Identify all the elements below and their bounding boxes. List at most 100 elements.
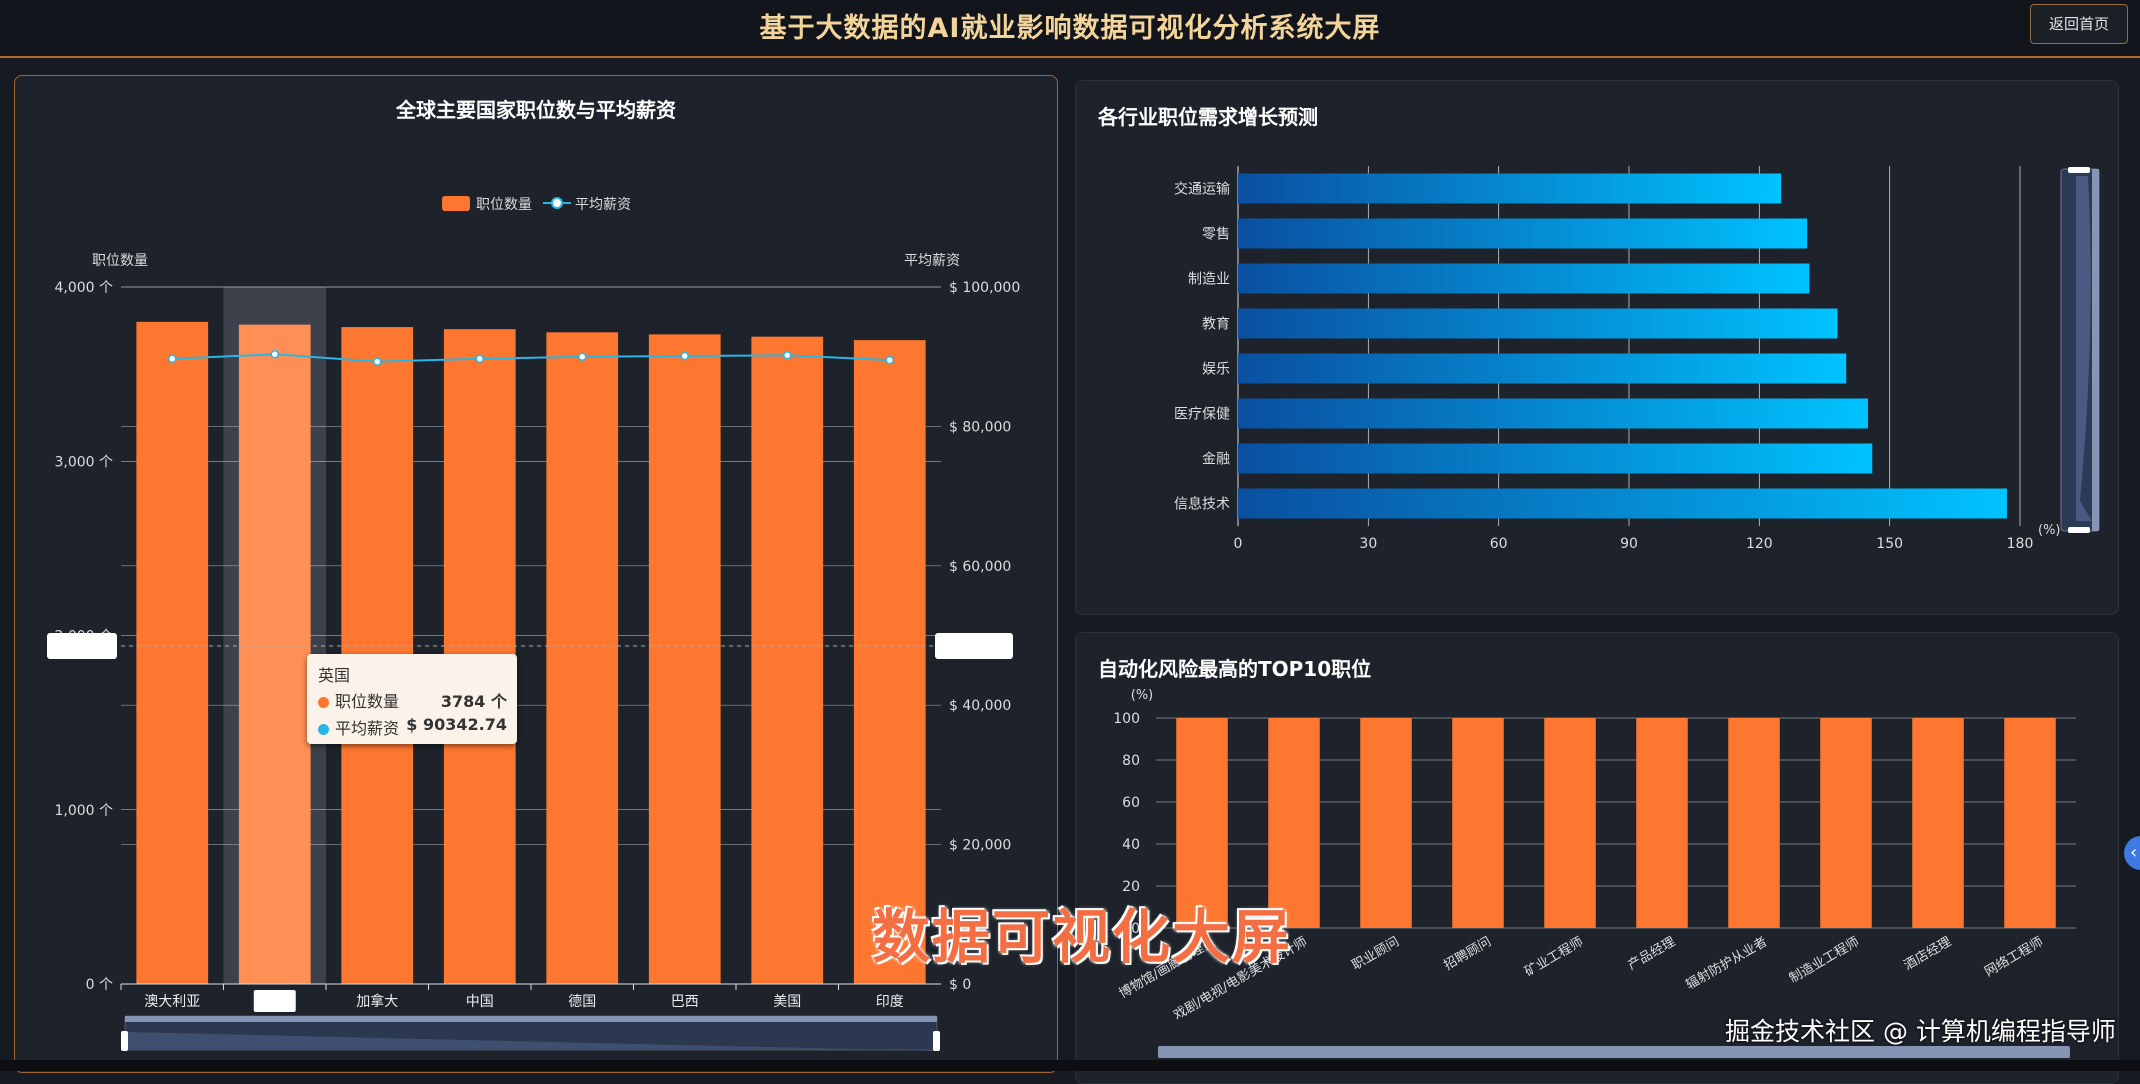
back-home-button[interactable]: 返回首页 [2030,4,2128,44]
y-tick-label: 信息技术 [1174,496,1230,513]
bar-growth [1238,353,1847,384]
y2-axis-name: 平均薪资 [904,253,960,269]
tooltip-row-salary: 平均薪资 $ 90342.74 [318,715,507,738]
x-label-redacted [253,990,296,1012]
y2-tick-label: $ 40,000 [949,698,1011,714]
y2-tick-label: $ 80,000 [949,419,1011,435]
tooltip-salary-label: 平均薪资 [335,719,400,738]
bar-growth [1238,488,2007,519]
unit-label: (%) [2038,523,2061,538]
zoom-slider-bar [125,1016,937,1022]
y-tick-label: 制造业 [1188,272,1230,288]
legend-jobs-swatch [442,196,470,211]
h-slider-bar [1158,1046,2070,1058]
bar-jobs [751,336,824,984]
y-tick-label: 3,000 个 [54,454,113,470]
y-tick-label: 40 [1122,837,1140,853]
salary-point [885,355,894,365]
crosshair-y2-label [935,633,1013,659]
tooltip-jobs-value: 3784 个 [440,692,507,711]
bar-growth [1238,443,1873,474]
salary-point [373,357,382,366]
salary-point [783,351,792,360]
v-handle-top [2068,167,2090,173]
bar-risk [1360,718,1412,928]
x-tick-label: 0 [1234,536,1243,552]
bar-jobs [648,334,721,984]
bar-growth [1238,263,1810,294]
y-tick-label: 零售 [1202,227,1230,243]
salary-point [680,351,689,361]
bar-risk [1544,718,1596,928]
y2-tick-label: $ 0 [949,977,971,993]
risk-chart-panel: 自动化风险最高的TOP10职位 (%) 0 20 40 60 80 100 博物馆/画廊管理员… [1075,632,2119,1084]
x-tick-label: 酒店经理 [1901,934,1954,973]
page-title: 基于大数据的AI就业影响数据可视化分析系统大屏 [759,13,1381,44]
tooltip-salary-dot [318,724,329,735]
tooltip-salary-value: $ 90342.74 [406,715,507,734]
bottom-strip [0,1060,2140,1071]
salary-point [168,354,177,364]
zoom-handle-right [933,1031,940,1051]
growth-chart-svg: 0 30 60 90 120 150 180 (%) 交通运输零售制造业教育娱乐医疗保健金融信息… [1174,166,2100,552]
legend-salary-label: 平均薪资 [575,197,631,213]
y-tick-label: 医疗保健 [1174,407,1230,423]
bar-jobs [853,340,926,984]
bar-jobs [546,332,619,984]
x-tick-label: 职业顾问 [1349,934,1402,973]
growth-chart-panel: 各行业职位需求增长预测 0 30 60 90 120 150 180 (%) 交通运输零售制造业… [1075,80,2119,615]
x-tick-label: 150 [1876,536,1903,552]
tooltip-row-jobs: 职位数量 3784 个 [318,688,507,711]
watermark-text: 掘金技术社区 @ 计算机编程指导师 [1725,1017,2116,1046]
tooltip-jobs-label: 职位数量 [335,692,400,711]
country-chart-panel: 全球主要国家职位数与平均薪资 职位数量 平均薪资 职位数量 平均薪资 0 个 1,000 … [14,75,1058,1073]
x-tick-label: 30 [1359,536,1377,552]
x-tick-label: 德国 [568,994,596,1010]
x-tick-label: 180 [2007,536,2034,552]
y2-tick-label: $ 100,000 [949,280,1020,296]
bar-risk [1176,718,1228,928]
x-tick-label: 120 [1746,536,1773,552]
y2-tick-label: $ 60,000 [949,559,1011,575]
y-tick-label: 交通运输 [1174,181,1230,198]
x-tick-label: 制造业工程师 [1787,934,1862,986]
bar-growth [1238,398,1868,429]
x-tick-label: 网络工程师 [1982,934,2046,980]
growth-chart-title: 各行业职位需求增长预测 [1098,105,1318,129]
tooltip-jobs-dot [318,697,329,708]
y-tick-label: 0 个 [86,977,113,993]
bar-risk [1452,718,1504,928]
zoom-handle-left [121,1031,128,1051]
bar-growth [1238,218,1808,249]
legend-jobs-label: 职位数量 [476,197,532,213]
bar-jobs [238,324,311,984]
y-tick-label: 80 [1122,753,1140,769]
bar-growth [1238,173,1782,204]
x-tick-label: 招聘顾问 [1441,934,1494,973]
side-collapse-button[interactable]: ‹ [2124,836,2140,870]
header-bar: 基于大数据的AI就业影响数据可视化分析系统大屏 返回首页 [0,0,2140,58]
x-tick-label: 矿业工程师 [1522,934,1586,979]
y-tick-label: 教育 [1202,317,1230,333]
v-slider-shadow [2076,176,2092,521]
x-tick-label: 巴西 [671,994,699,1010]
x-tick-label: 60 [1490,536,1508,552]
zoom-slider-shadow [127,1032,935,1051]
bar-risk [1268,718,1320,928]
x-tick-label: 90 [1620,536,1638,552]
x-tick-label: 产品经理 [1625,934,1678,973]
y-tick-label: 20 [1122,879,1140,895]
risk-chart-title: 自动化风险最高的TOP10职位 [1098,657,1372,681]
y-tick-label: 1,000 个 [54,803,113,819]
legend-salary-marker [551,197,563,209]
x-tick-label: 美国 [773,994,801,1010]
country-chart-title: 全球主要国家职位数与平均薪资 [396,98,676,122]
y2-tick-label: $ 20,000 [949,838,1011,854]
v-slider-bar [2092,169,2099,531]
x-tick-label: 印度 [876,994,904,1010]
x-tick-label: 中国 [466,994,494,1010]
bar-risk [1636,718,1688,928]
tooltip-title: 英国 [318,666,351,685]
